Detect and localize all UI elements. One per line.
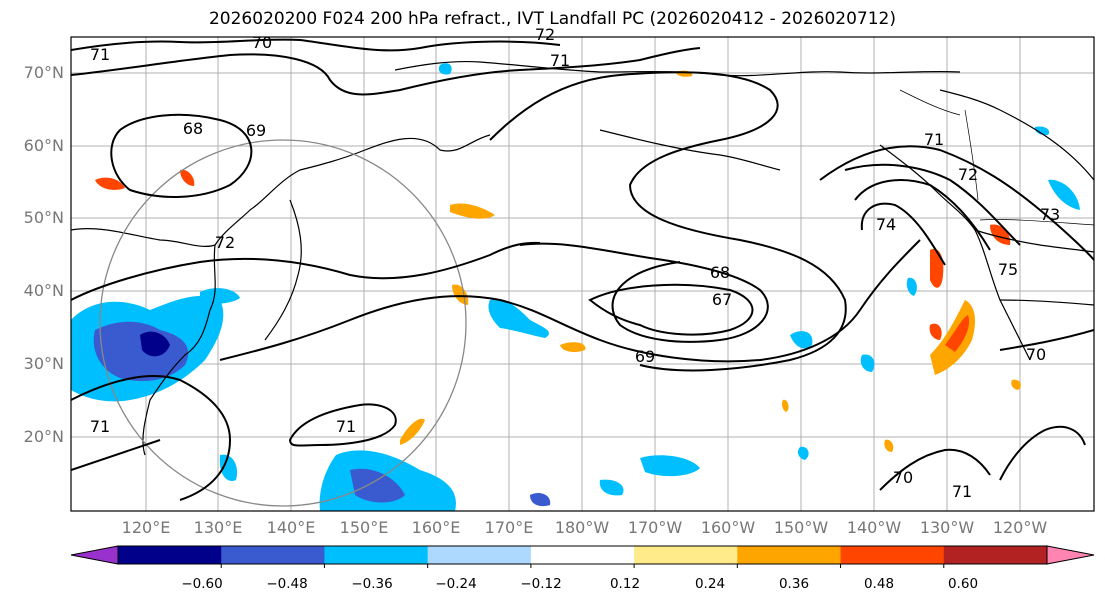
contour-label: 71 (336, 417, 356, 436)
lon-label: 140°E (266, 518, 316, 537)
lon-label: 160°E (411, 518, 461, 537)
contour-label: 70 (1026, 345, 1046, 364)
colorbar-tick-label: −0.24 (435, 576, 477, 592)
colorbar-segment (427, 546, 532, 564)
colorbar (70, 545, 1095, 568)
lat-label: 40°N (23, 281, 64, 300)
contour-label: 75 (998, 260, 1018, 279)
great-circle-outline (99, 139, 467, 507)
map-frame (70, 36, 1095, 512)
colorbar-segment (634, 546, 738, 564)
colorbar-tick-label: 0.24 (694, 576, 726, 592)
contour-labels: 70 72 71 68 69 71 71 72 73 74 75 68 67 6… (90, 25, 1060, 501)
colorbar-extend-low (70, 545, 119, 565)
contour-label: 67 (712, 290, 732, 309)
colorbar-tick-label: −0.12 (520, 576, 562, 592)
contour-label: 71 (924, 130, 944, 149)
map-title: 2026020200 F024 200 hPa refract., IVT La… (208, 9, 896, 29)
lon-label: 150°W (773, 518, 829, 537)
contour-label: 69 (635, 347, 655, 366)
contour-label: 72 (215, 233, 235, 252)
colorbar-segment (737, 546, 842, 564)
colorbar-tick-label: −0.36 (351, 576, 393, 592)
colorbar-segment (221, 546, 325, 564)
lat-label: 60°N (23, 136, 64, 155)
lon-label: 130°W (919, 518, 975, 537)
coastlines (71, 60, 1094, 456)
contour-label: 70 (893, 468, 913, 487)
lon-label: 150°E (339, 518, 389, 537)
contour-label: 72 (958, 165, 978, 184)
contour-label: 70 (252, 33, 272, 52)
colorbar-tick-label: 0.48 (863, 576, 895, 592)
contour-label: 68 (183, 119, 203, 138)
lon-label: 120°W (992, 518, 1048, 537)
lon-label: 180°W (554, 518, 610, 537)
lon-label: 170°E (484, 518, 534, 537)
colorbar-segment (943, 546, 1048, 564)
colorbar-tick-label: −0.48 (266, 576, 308, 592)
borders (899, 89, 1094, 226)
lat-label: 70°N (23, 63, 64, 82)
colorbar-segment (324, 546, 429, 564)
refractivity-contours (71, 38, 1094, 501)
colorbar-segment (118, 546, 222, 564)
colorbar-extend-high (1046, 545, 1095, 565)
colorbar-segment (530, 546, 635, 564)
lon-label: 160°W (700, 518, 756, 537)
colorbar-tick-label: −0.60 (181, 576, 223, 592)
lat-label: 20°N (23, 427, 64, 446)
lon-label: 130°E (193, 518, 243, 537)
contour-label: 68 (710, 263, 730, 282)
contour-label: 69 (246, 121, 266, 140)
colorbar-tick-label: 0.60 (947, 576, 979, 592)
positive-anomaly-fills (95, 70, 1021, 452)
contour-label: 71 (550, 51, 570, 70)
contour-label: 73 (1040, 205, 1060, 224)
contour-label: 72 (535, 25, 555, 44)
colorbar-frame (117, 545, 1048, 565)
lon-label: 120°E (121, 518, 171, 537)
colorbar-tick-label: 0.36 (778, 576, 810, 592)
lat-label: 30°N (23, 354, 64, 373)
lon-label: 140°W (846, 518, 902, 537)
colorbar-tick-label: 0.12 (609, 576, 641, 592)
negative-anomaly-fills (71, 63, 1080, 511)
contour-label: 71 (952, 482, 972, 501)
lat-label: 50°N (23, 208, 64, 227)
colorbar-segment (840, 546, 945, 564)
lon-label: 170°W (627, 518, 683, 537)
contour-label: 71 (90, 417, 110, 436)
contour-label: 71 (90, 45, 110, 64)
contour-label: 74 (876, 215, 896, 234)
